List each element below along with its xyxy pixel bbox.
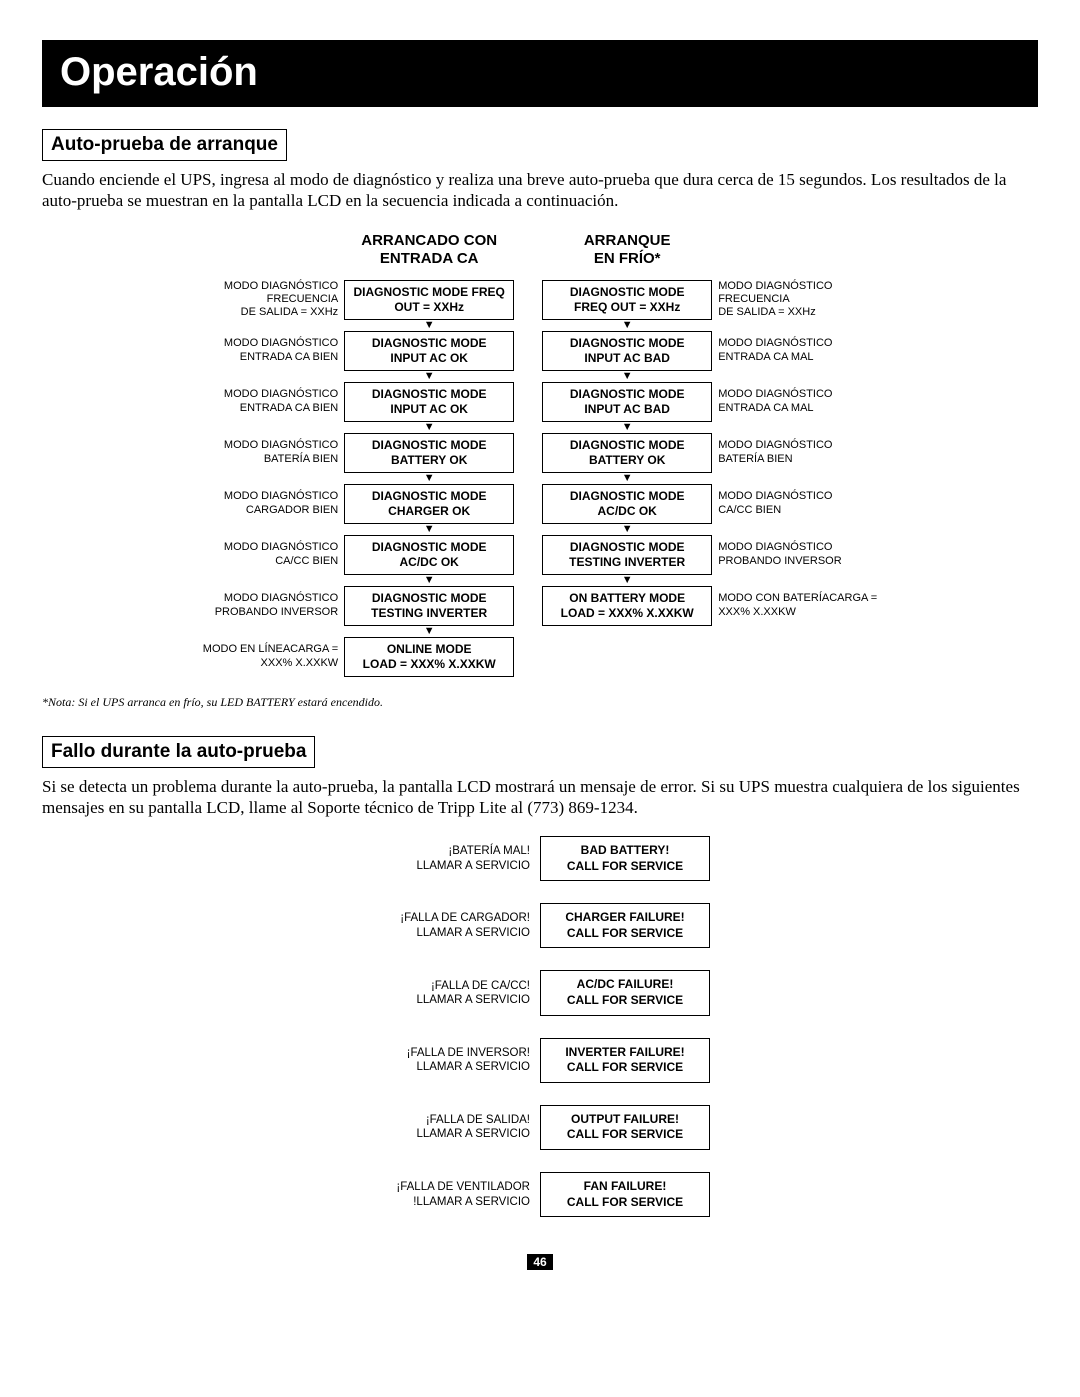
flow-box: DIAGNOSTIC MODEBATTERY OK bbox=[542, 433, 712, 473]
flow-box: DIAGNOSTIC MODEINPUT AC BAD bbox=[542, 382, 712, 422]
failure-row: ¡FALLA DE CARGADOR!LLAMAR A SERVICIO CHAR… bbox=[370, 903, 710, 948]
flow-left-labels: MODO DIAGNÓSTICOFRECUENCIADE SALIDA = XX… bbox=[203, 230, 338, 677]
flow-left-heading-l2: ENTRADA CA bbox=[361, 250, 497, 268]
failure-row: ¡BATERÍA MAL!LLAMAR A SERVICIO BAD BATTER… bbox=[370, 836, 710, 881]
flow-left-label: MODO DIAGNÓSTICOFRECUENCIADE SALIDA = XX… bbox=[203, 280, 338, 320]
flow-box: DIAGNOSTIC MODEINPUT AC OK bbox=[344, 382, 514, 422]
arrow-down-icon: ▼ bbox=[344, 371, 514, 382]
page-title: Operación bbox=[60, 50, 258, 94]
failure-label: ¡FALLA DE VENTILADOR!LLAMAR A SERVICIO bbox=[370, 1180, 530, 1209]
flow-box: DIAGNOSTIC MODETESTING INVERTER bbox=[344, 586, 514, 626]
page-number-value: 46 bbox=[527, 1254, 552, 1270]
flow-left-main: ARRANCADO CON ENTRADA CA DIAGNOSTIC MODE… bbox=[344, 230, 514, 677]
flow-left-heading-l1: ARRANCADO CON bbox=[361, 232, 497, 250]
section-heading-1: Auto-prueba de arranque bbox=[42, 129, 287, 161]
flow-left-label: MODO DIAGNÓSTICOBATERÍA BIEN bbox=[203, 433, 338, 473]
flow-box: ON BATTERY MODELOAD = XXX% X.XXKW bbox=[542, 586, 712, 626]
flow-left-label: MODO DIAGNÓSTICOCARGADOR BIEN bbox=[203, 484, 338, 524]
failure-label: ¡FALLA DE CA/CC!LLAMAR A SERVICIO bbox=[370, 979, 530, 1008]
flowchart-container: MODO DIAGNÓSTICOFRECUENCIADE SALIDA = XX… bbox=[42, 230, 1038, 677]
failure-label: ¡FALLA DE INVERSOR!LLAMAR A SERVICIO bbox=[370, 1046, 530, 1075]
failure-box: CHARGER FAILURE!CALL FOR SERVICE bbox=[540, 903, 710, 948]
failure-box: FAN FAILURE!CALL FOR SERVICE bbox=[540, 1172, 710, 1217]
flow-box: DIAGNOSTIC MODE FREQOUT = XXHz bbox=[344, 280, 514, 320]
footnote: *Nota: Si el UPS arranca en frío, su LED… bbox=[42, 695, 1038, 710]
failure-row: ¡FALLA DE VENTILADOR!LLAMAR A SERVICIO FA… bbox=[370, 1172, 710, 1217]
flow-left-label: MODO EN LÍNEACARGA =XXX% X.XXKW bbox=[203, 637, 338, 677]
flow-right-label: MODO DIAGNÓSTICOENTRADA CA MAL bbox=[718, 331, 877, 371]
arrow-down-icon: ▼ bbox=[542, 575, 712, 586]
flow-box: DIAGNOSTIC MODECHARGER OK bbox=[344, 484, 514, 524]
section-heading-2: Fallo durante la auto-prueba bbox=[42, 736, 315, 768]
flow-right-label: MODO DIAGNÓSTICOBATERÍA BIEN bbox=[718, 433, 877, 473]
flow-box: DIAGNOSTIC MODEFREQ OUT = XXHz bbox=[542, 280, 712, 320]
section1-body: Cuando enciende el UPS, ingresa al modo … bbox=[42, 169, 1038, 212]
flow-right-label: MODO DIAGNÓSTICOPROBANDO INVERSOR bbox=[718, 535, 877, 575]
page-title-bar: Operación bbox=[42, 40, 1038, 107]
flow-left-label: MODO DIAGNÓSTICOCA/CC BIEN bbox=[203, 535, 338, 575]
flow-left-label: MODO DIAGNÓSTICOENTRADA CA BIEN bbox=[203, 382, 338, 422]
failure-label: ¡FALLA DE SALIDA!LLAMAR A SERVICIO bbox=[370, 1113, 530, 1142]
arrow-down-icon: ▼ bbox=[542, 320, 712, 331]
arrow-down-icon: ▼ bbox=[344, 422, 514, 433]
flow-right-label: MODO CON BATERÍACARGA =XXX% X.XXKW bbox=[718, 586, 877, 626]
failure-box: OUTPUT FAILURE!CALL FOR SERVICE bbox=[540, 1105, 710, 1150]
arrow-down-icon: ▼ bbox=[344, 320, 514, 331]
failure-box: INVERTER FAILURE!CALL FOR SERVICE bbox=[540, 1038, 710, 1083]
flow-left-heading: ARRANCADO CON ENTRADA CA bbox=[361, 230, 497, 270]
arrow-down-icon: ▼ bbox=[542, 524, 712, 535]
arrow-down-icon: ▼ bbox=[344, 575, 514, 586]
flow-right-heading-l2: EN FRÍO* bbox=[584, 250, 671, 268]
flow-right-label: MODO DIAGNÓSTICOENTRADA CA MAL bbox=[718, 382, 877, 422]
flow-right-label: MODO DIAGNÓSTICOCA/CC BIEN bbox=[718, 484, 877, 524]
arrow-down-icon: ▼ bbox=[542, 422, 712, 433]
failure-row: ¡FALLA DE CA/CC!LLAMAR A SERVICIO AC/DC F… bbox=[370, 970, 710, 1015]
flow-box: ONLINE MODELOAD = XXX% X.XXKW bbox=[344, 637, 514, 677]
flow-box: DIAGNOSTIC MODEINPUT AC OK bbox=[344, 331, 514, 371]
page-number: 46 bbox=[42, 1253, 1038, 1271]
failures-container: ¡BATERÍA MAL!LLAMAR A SERVICIO BAD BATTER… bbox=[42, 836, 1038, 1239]
flow-left-label: MODO DIAGNÓSTICOENTRADA CA BIEN bbox=[203, 331, 338, 371]
failure-label: ¡BATERÍA MAL!LLAMAR A SERVICIO bbox=[370, 844, 530, 873]
arrow-down-icon: ▼ bbox=[542, 371, 712, 382]
failure-row: ¡FALLA DE SALIDA!LLAMAR A SERVICIO OUTPUT… bbox=[370, 1105, 710, 1150]
flow-left-group: MODO DIAGNÓSTICOFRECUENCIADE SALIDA = XX… bbox=[203, 230, 514, 677]
failure-box: BAD BATTERY!CALL FOR SERVICE bbox=[540, 836, 710, 881]
arrow-down-icon: ▼ bbox=[344, 626, 514, 637]
flow-right-label: MODO DIAGNÓSTICOFRECUENCIADE SALIDA = XX… bbox=[718, 280, 877, 320]
flow-box: DIAGNOSTIC MODEINPUT AC BAD bbox=[542, 331, 712, 371]
arrow-down-icon: ▼ bbox=[542, 473, 712, 484]
failure-label: ¡FALLA DE CARGADOR!LLAMAR A SERVICIO bbox=[370, 911, 530, 940]
flow-right-heading-l1: ARRANQUE bbox=[584, 232, 671, 250]
flow-right-labels: MODO DIAGNÓSTICOFRECUENCIADE SALIDA = XX… bbox=[718, 230, 877, 677]
flow-left-label: MODO DIAGNÓSTICOPROBANDO INVERSOR bbox=[203, 586, 338, 626]
arrow-down-icon: ▼ bbox=[344, 524, 514, 535]
flow-right-heading: ARRANQUE EN FRÍO* bbox=[584, 230, 671, 270]
section2-body: Si se detecta un problema durante la aut… bbox=[42, 776, 1038, 819]
flow-box: DIAGNOSTIC MODEAC/DC OK bbox=[344, 535, 514, 575]
flow-box: DIAGNOSTIC MODETESTING INVERTER bbox=[542, 535, 712, 575]
flow-box: DIAGNOSTIC MODEBATTERY OK bbox=[344, 433, 514, 473]
flow-box: DIAGNOSTIC MODEAC/DC OK bbox=[542, 484, 712, 524]
arrow-down-icon: ▼ bbox=[344, 473, 514, 484]
failure-box: AC/DC FAILURE!CALL FOR SERVICE bbox=[540, 970, 710, 1015]
flow-right-main: ARRANQUE EN FRÍO* DIAGNOSTIC MODEFREQ OU… bbox=[542, 230, 712, 677]
flow-right-group: ARRANQUE EN FRÍO* DIAGNOSTIC MODEFREQ OU… bbox=[542, 230, 877, 677]
failure-row: ¡FALLA DE INVERSOR!LLAMAR A SERVICIO INVE… bbox=[370, 1038, 710, 1083]
